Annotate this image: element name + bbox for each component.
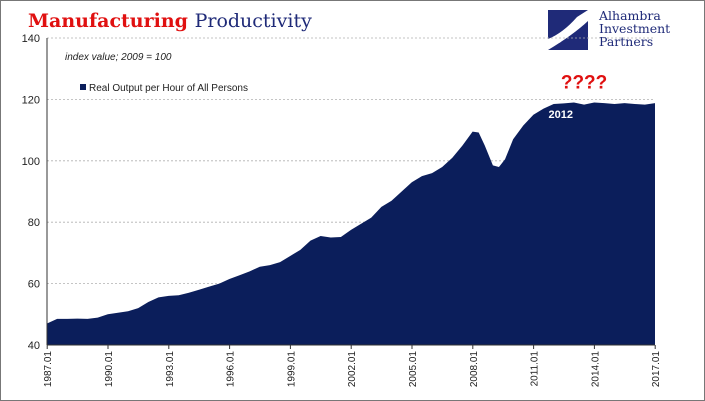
y-tick-label: 100 [22,156,40,168]
y-tick-label: 120 [22,94,40,106]
legend-label: Real Output per Hour of All Persons [89,83,248,94]
x-tick-label: 1990.01 [104,351,115,388]
chart-subtitle: index value; 2009 = 100 [65,52,172,63]
annotation-year: 2012 [549,109,573,121]
y-tick-label: 60 [28,279,40,291]
series-area [47,102,655,345]
y-tick-label: 140 [22,33,40,45]
legend-swatch [80,84,86,90]
x-tick-label: 2014.01 [590,351,601,388]
x-tick-label: 2008.01 [469,351,480,388]
x-tick-label: 2017.01 [651,351,662,388]
y-tick-label: 40 [28,340,40,352]
x-tick-label: 1993.01 [165,351,176,388]
x-tick-label: 2011.01 [530,351,541,387]
x-tick-label: 2005.01 [408,351,419,388]
y-tick-label: 80 [28,217,40,229]
label-layer: index value; 2009 = 100 Real Output per H… [65,52,607,121]
area-layer [47,102,655,345]
annotation-question-marks: ???? [561,73,607,94]
x-tick-label: 1999.01 [286,351,297,388]
x-tick-label: 1987.01 [43,351,54,388]
x-tick-label: 1996.01 [226,351,237,388]
x-tick-label: 2002.01 [347,351,358,388]
